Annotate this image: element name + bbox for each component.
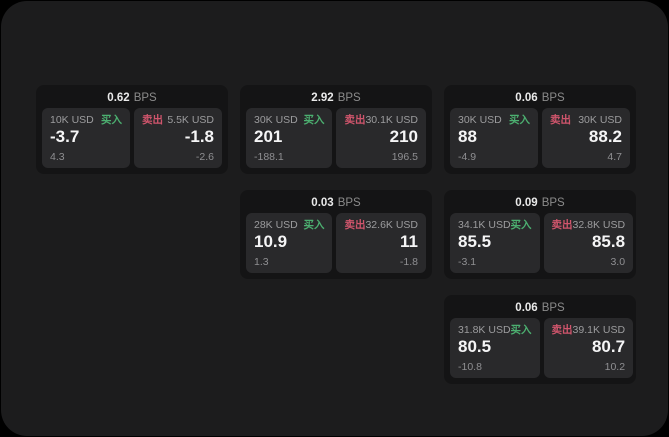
spread-unit: BPS bbox=[541, 92, 565, 104]
buy-delta: -3.1 bbox=[458, 256, 477, 268]
sell-amount: 32.8K USD bbox=[572, 219, 626, 231]
buy-amount: 31.8K USD bbox=[458, 324, 511, 336]
buy-side-label: 买入 bbox=[101, 114, 122, 126]
buy-amount: 34.1K USD bbox=[458, 219, 511, 231]
sell-side-label: 卖出 bbox=[551, 219, 573, 231]
sell-quote-tile[interactable]: 卖出 30.1K USD 210 196.5 bbox=[336, 108, 426, 168]
quote-body: 34.1K USD 买入 85.5 -3.1 卖出 32.8K USD 85.8… bbox=[450, 213, 634, 273]
sell-delta: -1.8 bbox=[399, 256, 418, 268]
spread-unit: BPS bbox=[337, 92, 361, 104]
quote-card: 0.09 BPS 34.1K USD 买入 85.5 -3.1 卖出 32.8K … bbox=[444, 190, 636, 279]
spread-header: 0.03 BPS bbox=[246, 195, 426, 211]
buy-delta: -188.1 bbox=[254, 151, 284, 163]
buy-side-label: 买入 bbox=[509, 114, 530, 126]
quote-card: 2.92 BPS 30K USD 买入 201 -188.1 卖出 30.1K U… bbox=[240, 85, 432, 174]
buy-quote-tile[interactable]: 10K USD 买入 -3.7 4.3 bbox=[42, 108, 130, 168]
sell-amount: 32.6K USD bbox=[365, 219, 418, 231]
buy-delta: 1.3 bbox=[254, 256, 269, 268]
sell-price: 88.2 bbox=[588, 127, 622, 146]
quote-body: 10K USD 买入 -3.7 4.3 卖出 5.5K USD -1.8 -2.… bbox=[42, 108, 222, 168]
sell-quote-tile[interactable]: 卖出 32.8K USD 85.8 3.0 bbox=[543, 213, 634, 273]
spread-header: 0.06 BPS bbox=[450, 90, 630, 106]
spread-header: 0.09 BPS bbox=[450, 195, 630, 211]
sell-price: 210 bbox=[389, 127, 418, 146]
buy-side-label: 买入 bbox=[510, 219, 532, 231]
sell-quote-tile[interactable]: 卖出 30K USD 88.2 4.7 bbox=[542, 108, 630, 168]
buy-amount: 30K USD bbox=[254, 114, 298, 126]
buy-quote-tile[interactable]: 28K USD 买入 10.9 1.3 bbox=[246, 213, 333, 273]
sell-side-label: 卖出 bbox=[344, 114, 366, 126]
buy-amount: 30K USD bbox=[458, 114, 502, 126]
buy-quote-tile[interactable]: 30K USD 买入 88 -4.9 bbox=[450, 108, 538, 168]
buy-price: 85.5 bbox=[458, 232, 492, 251]
spread-unit: BPS bbox=[541, 197, 565, 209]
sell-delta: 10.2 bbox=[604, 361, 626, 373]
sell-delta: 196.5 bbox=[391, 151, 418, 163]
sell-delta: 4.7 bbox=[607, 151, 622, 163]
quote-body: 31.8K USD 买入 80.5 -10.8 卖出 39.1K USD 80.… bbox=[450, 318, 634, 378]
spread-value: 0.62 bbox=[107, 92, 130, 104]
sell-side-label: 卖出 bbox=[142, 114, 163, 126]
buy-price: 10.9 bbox=[254, 232, 288, 251]
sell-side-label: 卖出 bbox=[344, 219, 366, 231]
buy-quote-tile[interactable]: 34.1K USD 买入 85.5 -3.1 bbox=[450, 213, 540, 273]
buy-quote-tile[interactable]: 31.8K USD 买入 80.5 -10.8 bbox=[450, 318, 540, 378]
buy-side-label: 买入 bbox=[303, 114, 325, 126]
spread-unit: BPS bbox=[337, 197, 361, 209]
sell-quote-tile[interactable]: 卖出 5.5K USD -1.8 -2.6 bbox=[134, 108, 222, 168]
sell-amount: 30K USD bbox=[578, 114, 622, 126]
quote-card: 0.62 BPS 10K USD 买入 -3.7 4.3 卖出 5.5K USD bbox=[36, 85, 228, 174]
buy-amount: 28K USD bbox=[254, 219, 298, 231]
spread-header: 2.92 BPS bbox=[246, 90, 426, 106]
buy-quote-tile[interactable]: 30K USD 买入 201 -188.1 bbox=[246, 108, 333, 168]
spread-header: 0.62 BPS bbox=[42, 90, 222, 106]
quote-card: 0.06 BPS 31.8K USD 买入 80.5 -10.8 卖出 39.1K… bbox=[444, 295, 636, 384]
sell-amount: 39.1K USD bbox=[572, 324, 626, 336]
spread-value: 0.06 bbox=[515, 92, 538, 104]
spread-unit: BPS bbox=[541, 302, 565, 314]
sell-side-label: 卖出 bbox=[550, 114, 571, 126]
buy-price: 80.5 bbox=[458, 337, 492, 356]
sell-quote-tile[interactable]: 卖出 39.1K USD 80.7 10.2 bbox=[543, 318, 634, 378]
sell-price: 80.7 bbox=[591, 337, 626, 356]
sell-amount: 30.1K USD bbox=[365, 114, 418, 126]
buy-delta: 4.3 bbox=[50, 151, 65, 163]
spread-header: 0.06 BPS bbox=[450, 300, 630, 316]
sell-side-label: 卖出 bbox=[551, 324, 573, 336]
spread-value: 0.09 bbox=[515, 197, 538, 209]
quote-card: 0.03 BPS 28K USD 买入 10.9 1.3 卖出 32.6K USD bbox=[240, 190, 432, 279]
buy-delta: -10.8 bbox=[458, 361, 482, 373]
sell-amount: 5.5K USD bbox=[167, 114, 214, 126]
quote-body: 28K USD 买入 10.9 1.3 卖出 32.6K USD 11 -1.8 bbox=[246, 213, 426, 273]
buy-price: -3.7 bbox=[50, 127, 80, 146]
sell-delta: -2.6 bbox=[195, 151, 214, 163]
buy-side-label: 买入 bbox=[303, 219, 325, 231]
sell-price: -1.8 bbox=[184, 127, 214, 146]
buy-delta: -4.9 bbox=[458, 151, 477, 163]
buy-amount: 10K USD bbox=[50, 114, 94, 126]
sell-price: 11 bbox=[400, 232, 418, 251]
sell-quote-tile[interactable]: 卖出 32.6K USD 11 -1.8 bbox=[336, 213, 426, 273]
quote-card: 0.06 BPS 30K USD 买入 88 -4.9 卖出 30K USD bbox=[444, 85, 636, 174]
buy-price: 88 bbox=[458, 127, 477, 146]
spread-value: 2.92 bbox=[311, 92, 334, 104]
spread-value: 0.03 bbox=[311, 197, 334, 209]
buy-side-label: 买入 bbox=[510, 324, 532, 336]
sell-delta: 3.0 bbox=[610, 256, 626, 268]
spread-value: 0.06 bbox=[515, 302, 538, 314]
buy-price: 201 bbox=[254, 127, 283, 146]
quote-body: 30K USD 买入 201 -188.1 卖出 30.1K USD 210 1… bbox=[246, 108, 426, 168]
spread-unit: BPS bbox=[133, 92, 157, 104]
quote-body: 30K USD 买入 88 -4.9 卖出 30K USD 88.2 4.7 bbox=[450, 108, 630, 168]
sell-price: 85.8 bbox=[591, 232, 626, 251]
